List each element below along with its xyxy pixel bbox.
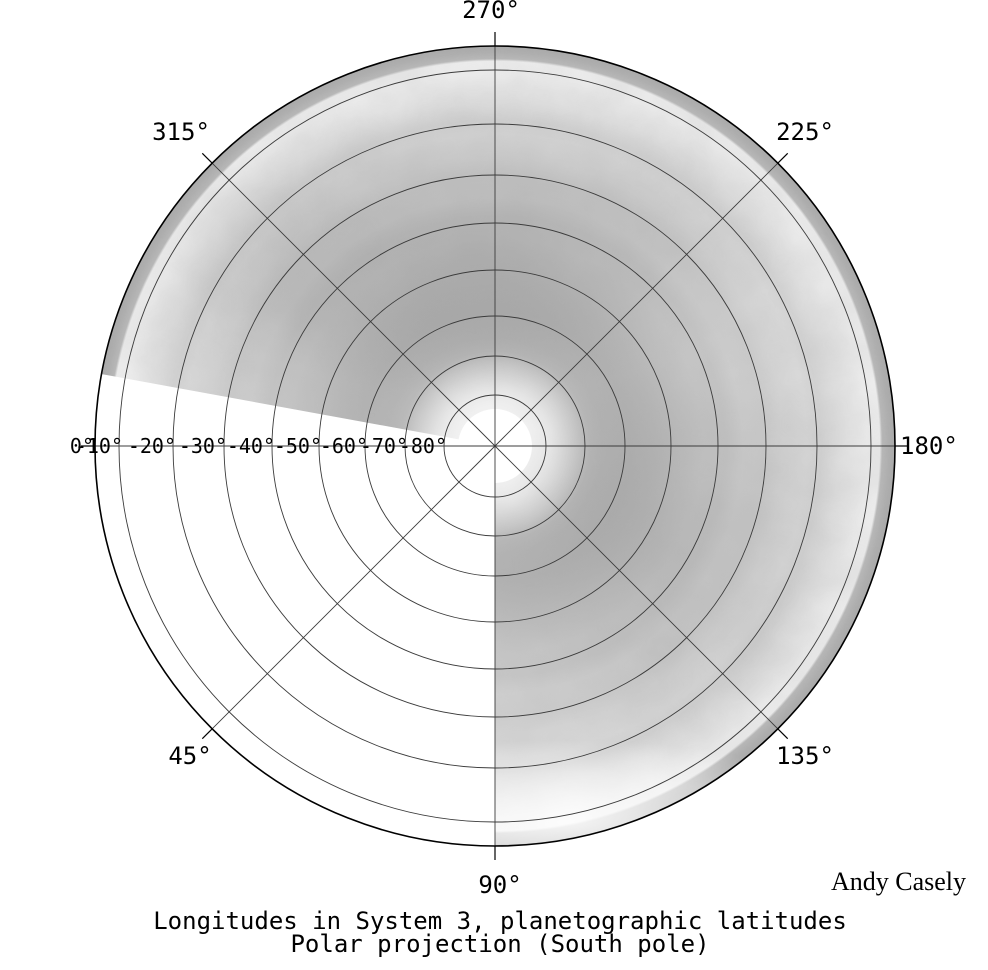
- caption-line-1: Longitudes in System 3, planetographic l…: [153, 907, 847, 935]
- tick-225: [777, 152, 789, 164]
- latitude-label--40: -40°: [227, 434, 275, 458]
- credit-text: Andy Casely: [831, 867, 966, 896]
- caption-line-2: Polar projection (South pole): [290, 930, 709, 958]
- latitude-label--50: -50°: [274, 434, 322, 458]
- graticule: [81, 32, 909, 860]
- latitude-label--10: -10°: [75, 434, 123, 458]
- dark-cloud-northwest: [140, 180, 470, 430]
- latitude-label-0: 0°: [70, 434, 94, 458]
- spoke-315: [211, 162, 496, 447]
- tick-315: [201, 152, 213, 164]
- latitude-label--70: -70°: [360, 434, 408, 458]
- spoke-225: [494, 162, 779, 447]
- latitude-label--30: -30°: [179, 434, 227, 458]
- tick-45: [201, 728, 213, 740]
- longitude-label-225: 225°: [776, 118, 834, 146]
- longitude-labels: 45° 90° 135° 180° 225° 270° 315°: [152, 0, 958, 899]
- tick-135: [777, 728, 789, 740]
- no-data-wedge-west: [92, 374, 495, 446]
- latitude-label--60: -60°: [320, 434, 368, 458]
- spoke-135: [494, 445, 779, 730]
- longitude-label-90: 90°: [478, 871, 521, 899]
- longitude-label-180: 180°: [900, 432, 958, 460]
- longitude-label-45: 45°: [168, 742, 211, 770]
- longitude-label-270: 270°: [462, 0, 520, 24]
- spoke-45: [211, 445, 496, 730]
- longitude-label-315: 315°: [152, 118, 210, 146]
- latitude-labels: 0° -10° -20° -30° -40° -50° -60° -70° -8…: [70, 434, 447, 458]
- latitude-label--80: -80°: [399, 434, 447, 458]
- latitude-label--20: -20°: [128, 434, 176, 458]
- longitude-label-135: 135°: [776, 742, 834, 770]
